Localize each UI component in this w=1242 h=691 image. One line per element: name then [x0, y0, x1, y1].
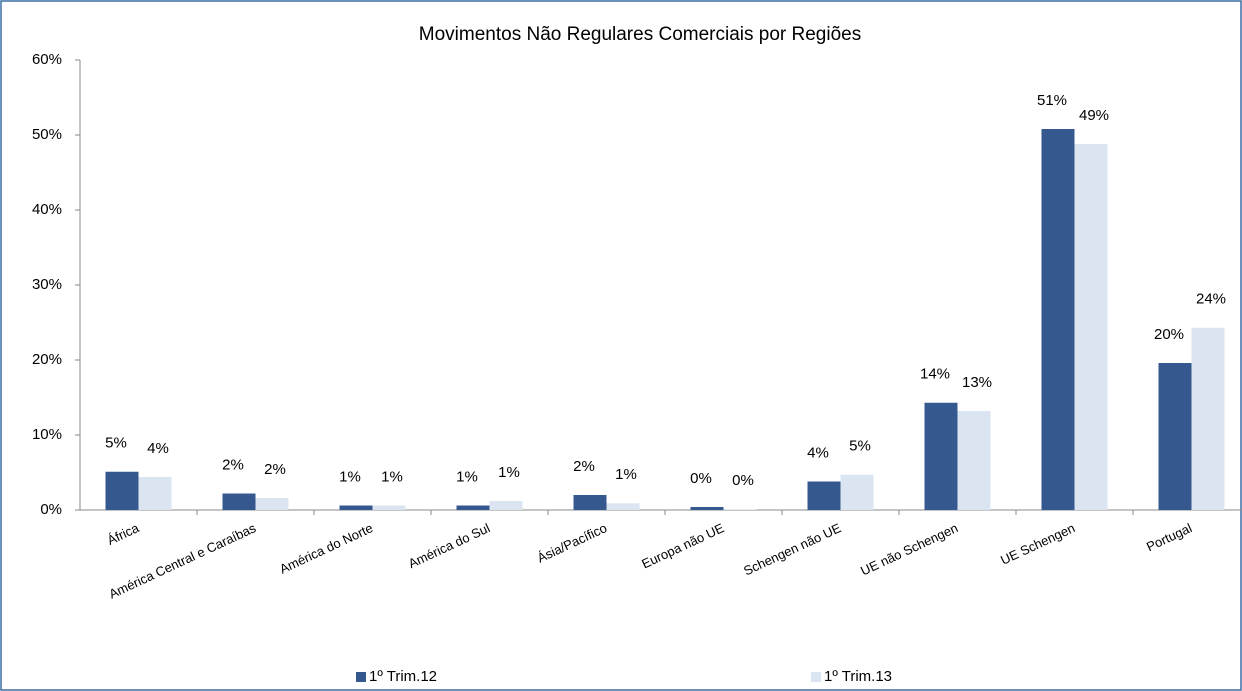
bar — [255, 498, 289, 510]
value-label: 24% — [1196, 291, 1226, 308]
bar — [690, 507, 724, 510]
bar — [138, 477, 172, 510]
value-label: 14% — [920, 366, 950, 383]
bar — [807, 481, 841, 510]
value-label: 1% — [456, 468, 478, 485]
bar — [924, 402, 958, 510]
value-label: 4% — [147, 440, 169, 457]
value-label: 5% — [849, 438, 871, 455]
y-tick-label: 40% — [32, 201, 62, 218]
value-label: 1% — [498, 464, 520, 481]
value-label: 20% — [1154, 326, 1184, 343]
bar — [456, 505, 490, 510]
value-label: 5% — [105, 435, 127, 452]
bar — [723, 509, 757, 510]
y-tick-label: 0% — [40, 501, 62, 518]
bar — [372, 505, 406, 510]
bar — [105, 471, 139, 510]
value-label: 49% — [1079, 107, 1109, 124]
y-tick-label: 20% — [32, 351, 62, 368]
bar — [1041, 129, 1075, 510]
legend-swatch — [356, 672, 366, 682]
value-label: 51% — [1037, 92, 1067, 109]
bar — [957, 411, 991, 510]
legend-label: 1º Trim.13 — [824, 668, 892, 685]
chart-title: Movimentos Não Regulares Comerciais por … — [419, 24, 861, 45]
y-tick-label: 30% — [32, 276, 62, 293]
value-label: 2% — [573, 458, 595, 475]
bar — [840, 474, 874, 510]
value-label: 0% — [732, 472, 754, 489]
value-label: 1% — [381, 468, 403, 485]
legend-swatch — [811, 672, 821, 682]
bar — [1158, 363, 1192, 510]
value-label: 13% — [962, 374, 992, 391]
legend-label: 1º Trim.12 — [369, 668, 437, 685]
value-label: 2% — [222, 456, 244, 473]
bar — [489, 501, 523, 510]
value-label: 0% — [690, 470, 712, 487]
value-label: 2% — [264, 461, 286, 478]
value-label: 1% — [615, 466, 637, 483]
bar — [222, 493, 256, 510]
value-label: 1% — [339, 468, 361, 485]
bar — [606, 503, 640, 510]
bar — [573, 495, 607, 510]
bar — [339, 505, 373, 510]
bar — [1074, 144, 1108, 510]
bar — [1191, 327, 1225, 510]
value-label: 4% — [807, 444, 829, 461]
y-tick-label: 60% — [32, 51, 62, 68]
y-tick-label: 10% — [32, 426, 62, 443]
y-tick-label: 50% — [32, 126, 62, 143]
